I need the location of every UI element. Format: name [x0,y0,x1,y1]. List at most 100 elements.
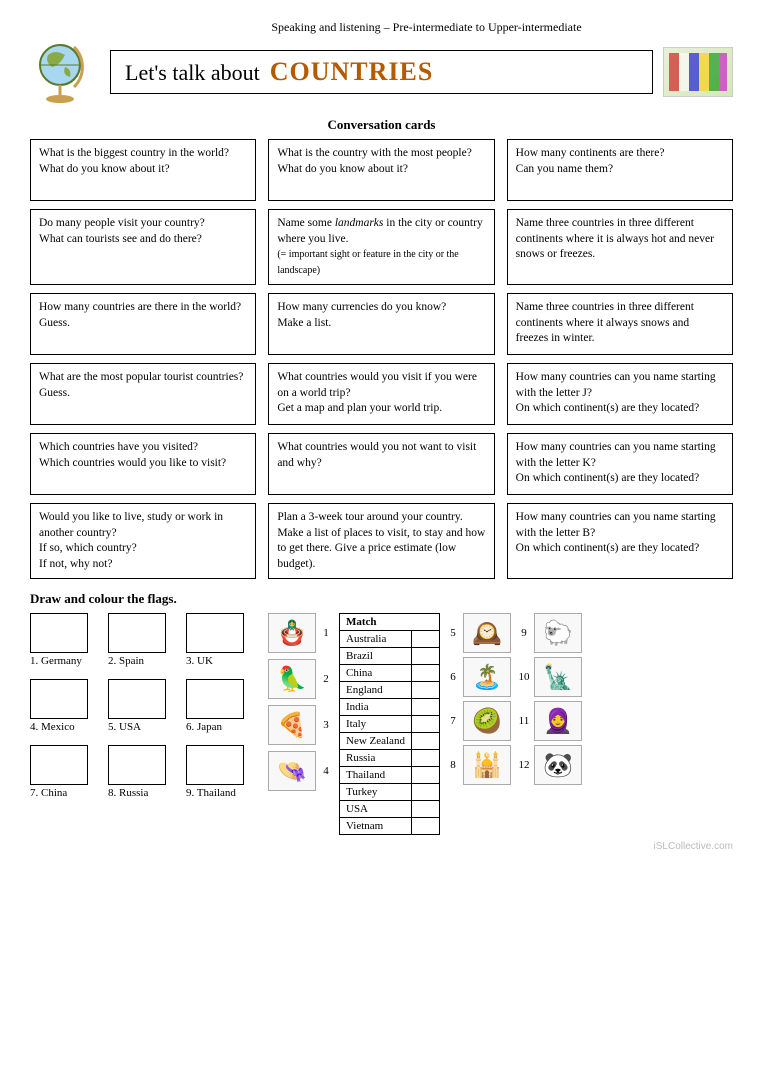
flag-box [186,679,244,719]
pic-icon: 🏝️ [463,657,511,697]
conversation-card: How many currencies do you know?Make a l… [268,293,494,355]
flag-box [186,613,244,653]
conversation-card: Do many people visit your country?What c… [30,209,256,285]
country-name: Russia [340,750,412,767]
flags-title: Draw and colour the flags. [30,591,733,607]
flag-cell: 7. China [30,745,98,807]
conversation-card: How many countries can you name starting… [507,433,733,495]
flag-cell: 6. Japan [186,679,254,741]
globe-icon [30,37,100,107]
pic-number: 4 [319,765,333,777]
pic-number: 11 [517,715,531,727]
match-pic: 7🥝 [446,701,511,741]
flag-box [108,679,166,719]
match-pics-left: 1🪆 2🦜 3🍕 4👒 [268,613,333,835]
subtitle: Conversation cards [30,117,733,133]
match-pics-col-a: 5🕰️6🏝️7🥝8🕌 [446,613,511,835]
pic-icon: 🪆 [268,613,316,653]
flag-cell: 1. Germany [30,613,98,675]
table-row: Australia [340,631,440,648]
answer-cell [411,750,439,767]
flag-label: 3. UK [186,655,213,667]
table-row: China [340,665,440,682]
table-row: England [340,682,440,699]
flag-label: 4. Mexico [30,721,75,733]
table-row: India [340,699,440,716]
answer-cell [411,818,439,835]
pic-icon: 🕰️ [463,613,511,653]
flag-label: 9. Thailand [186,787,236,799]
conversation-card: Plan a 3-week tour around your country. … [268,503,494,579]
flag-box [108,745,166,785]
pic-icon: 👒 [268,751,316,791]
table-row: USA [340,801,440,818]
flag-cell: 3. UK [186,613,254,675]
flag-cell: 2. Spain [108,613,176,675]
match-pic: 9🐑 [517,613,582,653]
bottom-section: 1. Germany2. Spain3. UK4. Mexico5. USA6.… [30,613,733,835]
conversation-card: Which countries have you visited?Which c… [30,433,256,495]
answer-cell [411,801,439,818]
match-pic: 3🍕 [268,705,333,745]
flags-map-icon [663,47,733,97]
answer-cell [411,631,439,648]
flag-label: 7. China [30,787,67,799]
country-name: Australia [340,631,412,648]
conversation-card: Name three countries in three different … [507,209,733,285]
match-pic: 11🧕 [517,701,582,741]
pic-icon: 🦜 [268,659,316,699]
match-pic: 1🪆 [268,613,333,653]
cards-grid: What is the biggest country in the world… [30,139,733,579]
country-name: England [340,682,412,699]
flag-box [108,613,166,653]
pic-icon: 🗽 [534,657,582,697]
pic-number: 8 [446,759,460,771]
table-row: Turkey [340,784,440,801]
table-row: Thailand [340,767,440,784]
conversation-card: Would you like to live, study or work in… [30,503,256,579]
pic-number: 9 [517,627,531,639]
conversation-card: What is the country with the most people… [268,139,494,201]
answer-cell [411,767,439,784]
conversation-card: Name three countries in three different … [507,293,733,355]
conversation-card: Name some landmarks in the city or count… [268,209,494,285]
pic-icon: 🐼 [534,745,582,785]
answer-cell [411,733,439,750]
match-table: Match AustraliaBrazilChinaEnglandIndiaIt… [339,613,440,835]
country-name: Turkey [340,784,412,801]
pic-number: 7 [446,715,460,727]
watermark: iSLCollective.com [30,841,733,852]
country-name: China [340,665,412,682]
conversation-card: How many countries can you name starting… [507,503,733,579]
title-accent: COUNTRIES [270,57,434,87]
pic-number: 6 [446,671,460,683]
flag-box [30,613,88,653]
country-name: India [340,699,412,716]
country-name: Brazil [340,648,412,665]
pic-icon: 🍕 [268,705,316,745]
pic-number: 12 [517,759,531,771]
table-row: Russia [340,750,440,767]
flag-label: 1. Germany [30,655,82,667]
pic-number: 5 [446,627,460,639]
country-name: USA [340,801,412,818]
flag-box [30,679,88,719]
conversation-card: How many countries are there in the worl… [30,293,256,355]
country-name: Thailand [340,767,412,784]
pic-number: 10 [517,671,531,683]
country-name: New Zealand [340,733,412,750]
answer-cell [411,648,439,665]
match-pic: 6🏝️ [446,657,511,697]
conversation-card: What countries would you not want to vis… [268,433,494,495]
match-area: 1🪆 2🦜 3🍕 4👒 Match AustraliaBrazilChinaEngla… [268,613,582,835]
match-pic: 8🕌 [446,745,511,785]
match-pic: 2🦜 [268,659,333,699]
title-prefix: Let's talk about [125,60,260,86]
answer-cell [411,716,439,733]
answer-cell [411,784,439,801]
conversation-card: What countries would you visit if you we… [268,363,494,425]
flag-cell: 9. Thailand [186,745,254,807]
table-row: Brazil [340,648,440,665]
conversation-card: How many countries can you name starting… [507,363,733,425]
match-pic: 4👒 [268,751,333,791]
